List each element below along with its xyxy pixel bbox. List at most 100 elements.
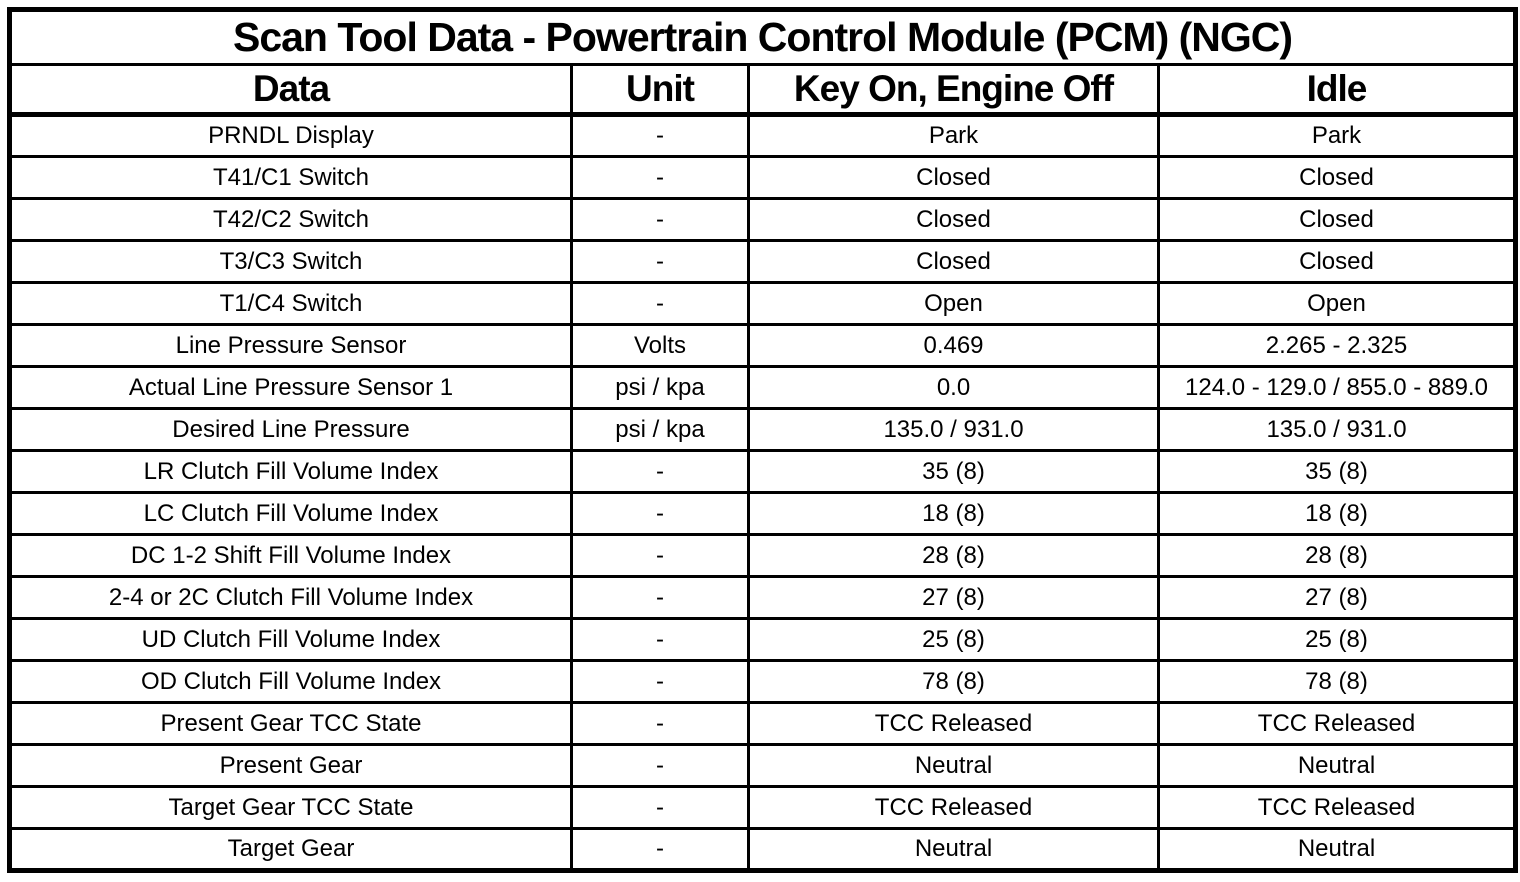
key-on-engine-off-cell: 28 (8) <box>747 533 1160 578</box>
key-on-engine-off-cell: Park <box>747 113 1160 158</box>
idle-cell: 124.0 - 129.0 / 855.0 - 889.0 <box>1156 365 1518 410</box>
table-row: Target Gear - Neutral Neutral <box>8 827 1518 872</box>
table-row: T42/C2 Switch - Closed Closed <box>8 197 1518 242</box>
unit-cell: - <box>570 113 750 158</box>
unit-cell: psi / kpa <box>570 365 750 410</box>
unit-cell: - <box>570 617 750 662</box>
idle-cell: Closed <box>1156 239 1518 284</box>
data-cell: T3/C3 Switch <box>8 239 573 284</box>
table-row: DC 1-2 Shift Fill Volume Index -28 (8) 28 … <box>8 533 1518 578</box>
unit-cell: psi / kpa <box>570 407 750 452</box>
key-on-engine-off-cell: Neutral <box>747 827 1160 872</box>
unit-cell: - <box>570 449 750 494</box>
unit-cell: - <box>570 491 750 536</box>
table-body: PRNDL Display - Park Park T41/C1 Switch - Clos… <box>8 113 1518 872</box>
idle-cell: 18 (8) <box>1156 491 1518 536</box>
data-cell: Target Gear <box>8 827 573 872</box>
idle-cell: Closed <box>1156 155 1518 200</box>
table-row: T3/C3 Switch - Closed Closed <box>8 239 1518 284</box>
data-cell: Target Gear TCC State <box>8 785 573 830</box>
data-cell: LC Clutch Fill Volume Index <box>8 491 573 536</box>
table-row: Line Pressure Sensor Volts 0.469 2.265 - 2.… <box>8 323 1518 368</box>
table-head: Scan Tool Data - Powertrain Control Modu… <box>7 8 1518 117</box>
key-on-engine-off-cell: 135.0 / 931.0 <box>747 407 1160 452</box>
idle-cell: Open <box>1156 281 1518 326</box>
table-row: 2-4 or 2C Clutch Fill Volume Index -27 (8… <box>8 575 1518 620</box>
key-on-engine-off-cell: 25 (8) <box>747 617 1160 662</box>
table-row: Desired Line Pressure psi / kpa 135.0 / 93… <box>8 407 1518 452</box>
idle-cell: TCC Released <box>1156 785 1518 830</box>
data-cell: UD Clutch Fill Volume Index <box>8 617 573 662</box>
unit-cell: - <box>570 239 750 284</box>
idle-cell: 135.0 / 931.0 <box>1156 407 1518 452</box>
column-header-unit: Unit <box>570 63 750 117</box>
table-row: T41/C1 Switch - Closed Closed <box>8 155 1518 200</box>
key-on-engine-off-cell: 0.469 <box>747 323 1160 368</box>
unit-cell: - <box>570 575 750 620</box>
unit-cell: Volts <box>570 323 750 368</box>
data-cell: T41/C1 Switch <box>8 155 573 200</box>
key-on-engine-off-cell: 18 (8) <box>747 491 1160 536</box>
data-cell: OD Clutch Fill Volume Index <box>8 659 573 704</box>
table-row: PRNDL Display - Park Park <box>8 113 1518 158</box>
idle-cell: Closed <box>1156 197 1518 242</box>
idle-cell: Neutral <box>1156 827 1518 872</box>
table-row: Target Gear TCC State - TCC Released TCC Re… <box>8 785 1518 830</box>
title-row: Scan Tool Data - Powertrain Control Modu… <box>7 8 1518 66</box>
idle-cell: Park <box>1156 113 1518 158</box>
data-cell: DC 1-2 Shift Fill Volume Index <box>8 533 573 578</box>
data-cell: PRNDL Display <box>8 113 573 158</box>
key-on-engine-off-cell: 78 (8) <box>747 659 1160 704</box>
idle-cell: 27 (8) <box>1156 575 1518 620</box>
table-row: LC Clutch Fill Volume Index -18 (8) 18 (8) <box>8 491 1518 536</box>
table-title: Scan Tool Data - Powertrain Control Modu… <box>7 8 1518 66</box>
idle-cell: 78 (8) <box>1156 659 1518 704</box>
data-cell: Present Gear <box>8 743 573 788</box>
data-cell: LR Clutch Fill Volume Index <box>8 449 573 494</box>
column-header-idle: Idle <box>1156 63 1518 117</box>
scan-tool-data-table: Scan Tool Data - Powertrain Control Modu… <box>7 7 1519 873</box>
unit-cell: - <box>570 659 750 704</box>
table-row: OD Clutch Fill Volume Index -78 (8) 78 (8) <box>8 659 1518 704</box>
unit-cell: - <box>570 155 750 200</box>
column-header-data: Data <box>8 63 573 117</box>
idle-cell: 2.265 - 2.325 <box>1156 323 1518 368</box>
key-on-engine-off-cell: Neutral <box>747 743 1160 788</box>
table-row: UD Clutch Fill Volume Index -25 (8) 25 (8) <box>8 617 1518 662</box>
key-on-engine-off-cell: TCC Released <box>747 701 1160 746</box>
unit-cell: - <box>570 197 750 242</box>
column-header-row: Data Unit Key On, Engine Off Idle <box>8 63 1518 117</box>
idle-cell: 28 (8) <box>1156 533 1518 578</box>
idle-cell: TCC Released <box>1156 701 1518 746</box>
key-on-engine-off-cell: 0.0 <box>747 365 1160 410</box>
unit-cell: - <box>570 785 750 830</box>
data-cell: Line Pressure Sensor <box>8 323 573 368</box>
table-row: Present Gear TCC State - TCC Released TCC R… <box>8 701 1518 746</box>
idle-cell: 25 (8) <box>1156 617 1518 662</box>
unit-cell: - <box>570 701 750 746</box>
idle-cell: Neutral <box>1156 743 1518 788</box>
key-on-engine-off-cell: TCC Released <box>747 785 1160 830</box>
unit-cell: - <box>570 533 750 578</box>
unit-cell: - <box>570 743 750 788</box>
idle-cell: 35 (8) <box>1156 449 1518 494</box>
key-on-engine-off-cell: Open <box>747 281 1160 326</box>
data-cell: Desired Line Pressure <box>8 407 573 452</box>
data-cell: Present Gear TCC State <box>8 701 573 746</box>
data-cell: T42/C2 Switch <box>8 197 573 242</box>
table-row: Actual Line Pressure Sensor 1 psi / kpa 0.… <box>8 365 1518 410</box>
table-row: T1/C4 Switch - Open Open <box>8 281 1518 326</box>
table-row: LR Clutch Fill Volume Index -35 (8) 35 (8) <box>8 449 1518 494</box>
key-on-engine-off-cell: Closed <box>747 197 1160 242</box>
key-on-engine-off-cell: 35 (8) <box>747 449 1160 494</box>
column-header-key-on-engine-off: Key On, Engine Off <box>747 63 1160 117</box>
data-cell: Actual Line Pressure Sensor 1 <box>8 365 573 410</box>
key-on-engine-off-cell: Closed <box>747 155 1160 200</box>
unit-cell: - <box>570 281 750 326</box>
table-row: Present Gear - Neutral Neutral <box>8 743 1518 788</box>
key-on-engine-off-cell: 27 (8) <box>747 575 1160 620</box>
key-on-engine-off-cell: Closed <box>747 239 1160 284</box>
unit-cell: - <box>570 827 750 872</box>
data-cell: T1/C4 Switch <box>8 281 573 326</box>
data-cell: 2-4 or 2C Clutch Fill Volume Index <box>8 575 573 620</box>
